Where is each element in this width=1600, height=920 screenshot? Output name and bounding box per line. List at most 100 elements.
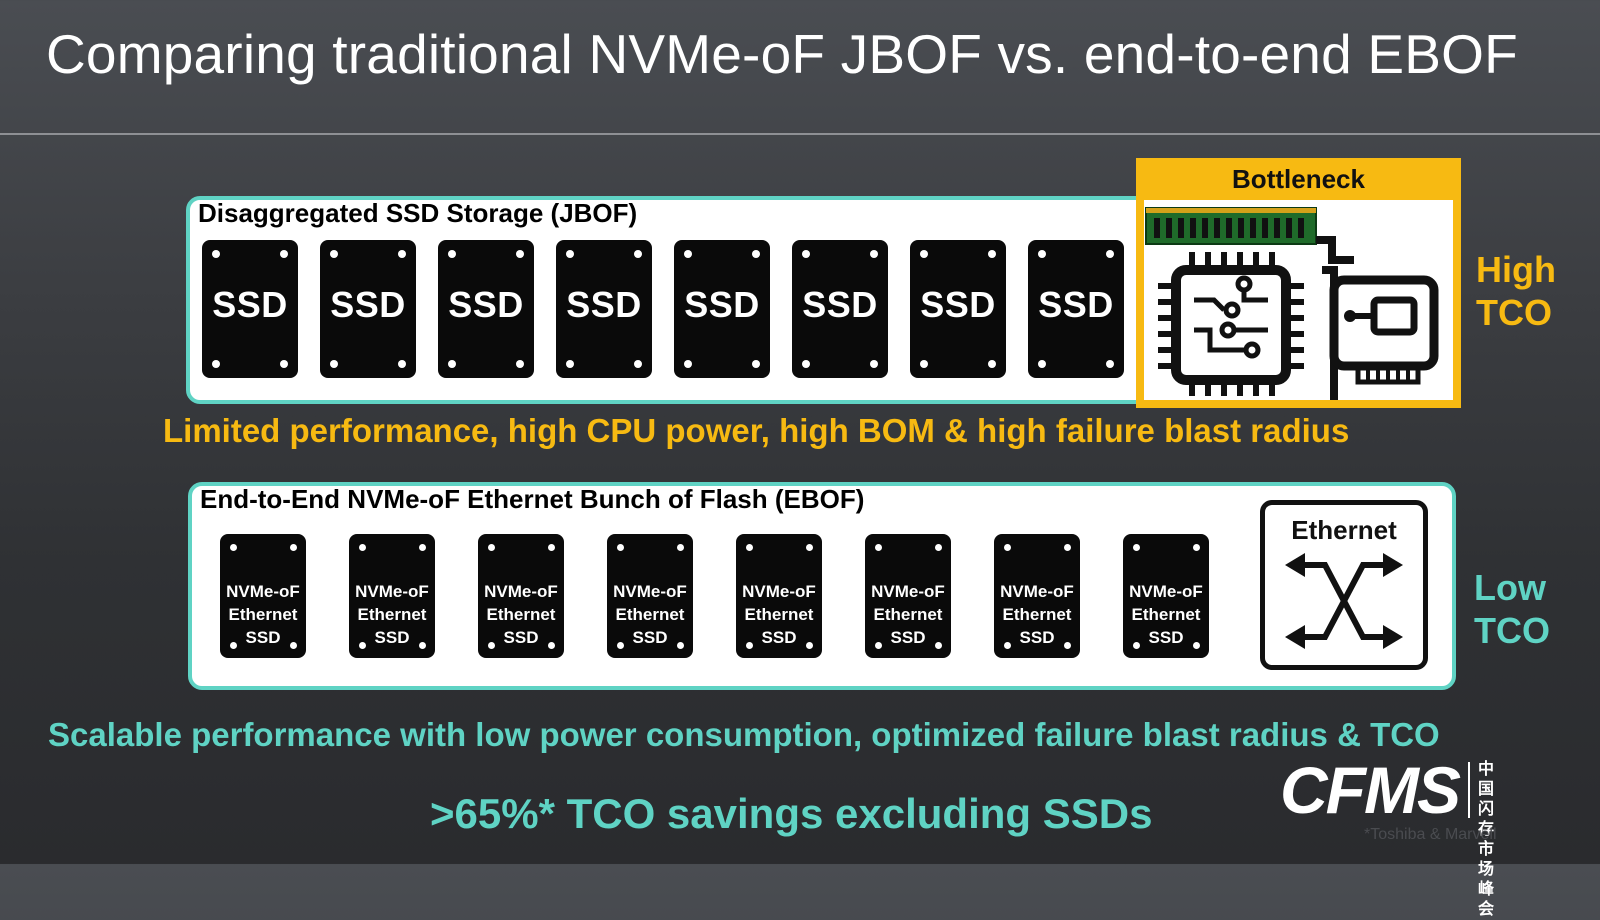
ssd-screw [1193,544,1200,551]
ssd-screw [1133,642,1140,649]
ssd-screw [634,360,642,368]
ebof-ssd-label: NVMe-oF Ethernet SSD [484,582,558,647]
ebof-panel-title: End-to-End NVMe-oF Ethernet Bunch of Fla… [200,484,865,514]
ssd-screw [752,250,760,258]
ssd-screw [1004,642,1011,649]
ethernet-switch-label: Ethernet [1291,515,1397,545]
ebof-ssd: NVMe-oF Ethernet SSD [607,534,693,658]
ssd-screw [566,250,574,258]
ebof-ssd: NVMe-oF Ethernet SSD [220,534,306,658]
jbof-ssd: SSD [438,240,534,378]
ssd-screw [212,250,220,258]
ebof-ssd: NVMe-oF Ethernet SSD [736,534,822,658]
ssd-screw [875,544,882,551]
jbof-ssd: SSD [556,240,652,378]
ssd-screw [1193,642,1200,649]
ssd-screw [516,360,524,368]
ssd-screw [684,250,692,258]
ssd-screw [1106,250,1114,258]
jbof-ssd: SSD [792,240,888,378]
ssd-screw [419,642,426,649]
ssd-screw [802,360,810,368]
ssd-screw [1038,250,1046,258]
ssd-screw [617,544,624,551]
ssd-screw [359,642,366,649]
ebof-ssd: NVMe-oF Ethernet SSD [865,534,951,658]
high-tco-label: High TCO [1476,249,1556,333]
logo-divider [1468,762,1470,818]
ssd-screw [1064,642,1071,649]
ssd-screw [935,544,942,551]
bottleneck-box: Bottleneck [1136,158,1461,408]
ssd-screw [634,250,642,258]
jbof-panel-title: Disaggregated SSD Storage (JBOF) [198,198,638,228]
ssd-screw [806,544,813,551]
ssd-screw [212,360,220,368]
ethernet-switch: Ethernet [1260,500,1428,670]
jbof-ssd-label: SSD [330,284,406,325]
jbof-ssd: SSD [674,240,770,378]
ssd-screw [752,360,760,368]
jbof-ssd: SSD [320,240,416,378]
switch-arrows-icon [1285,553,1403,649]
ssd-screw [1038,360,1046,368]
jbof-ssd-label: SSD [684,284,760,325]
ebof-ssd: NVMe-oF Ethernet SSD [349,534,435,658]
ssd-screw [988,250,996,258]
footnote: *Toshiba & Marvell [1364,826,1497,843]
ssd-screw [359,544,366,551]
ssd-screw [802,250,810,258]
ssd-screw [548,544,555,551]
ssd-screw [330,250,338,258]
ssd-screw [398,360,406,368]
ssd-screw [746,544,753,551]
jbof-summary: Limited performance, high CPU power, hig… [163,412,1350,449]
ebof-ssd-label: NVMe-oF Ethernet SSD [742,582,816,647]
ssd-screw [870,250,878,258]
ebof-summary: Scalable performance with low power cons… [48,716,1440,753]
ssd-screw [746,642,753,649]
ebof-ssd: NVMe-oF Ethernet SSD [478,534,564,658]
ssd-screw [677,544,684,551]
bottleneck-label: Bottleneck [1232,164,1365,194]
ssd-screw [330,360,338,368]
low-tco-label: Low TCO [1474,567,1550,651]
ssd-screw [935,642,942,649]
ssd-screw [920,250,928,258]
ssd-screw [684,360,692,368]
jbof-ssd: SSD [1028,240,1124,378]
ssd-screw [677,642,684,649]
ssd-screw [1064,544,1071,551]
ssd-screw [806,642,813,649]
cfms-logo-text: CFMS [1280,753,1461,827]
slide-title: Comparing traditional NVMe-oF JBOF vs. e… [46,23,1518,85]
ssd-screw [448,250,456,258]
ssd-screw [566,360,574,368]
ssd-screw [617,642,624,649]
ebof-ssd: NVMe-oF Ethernet SSD [994,534,1080,658]
ssd-screw [290,642,297,649]
ssd-screw [488,544,495,551]
ssd-screw [448,360,456,368]
memory-module-icon [1145,207,1317,245]
ebof-ssd: NVMe-oF Ethernet SSD [1123,534,1209,658]
ssd-screw [1133,544,1140,551]
ssd-screw [875,642,882,649]
ebof-ssd-label: NVMe-oF Ethernet SSD [355,582,429,647]
ssd-screw [548,642,555,649]
ebof-ssd-label: NVMe-oF Ethernet SSD [871,582,945,647]
jbof-ssd-label: SSD [212,284,288,325]
ebof-ssd-label: NVMe-oF Ethernet SSD [226,582,300,647]
ssd-screw [488,642,495,649]
ssd-screw [1106,360,1114,368]
tco-savings-statement: >65%* TCO savings excluding SSDs [430,790,1153,837]
ssd-screw [920,360,928,368]
jbof-ssd: SSD [910,240,1006,378]
jbof-ssd-label: SSD [920,284,996,325]
ssd-screw [398,250,406,258]
cpu-chip-icon [1158,252,1304,396]
ebof-ssd-label: NVMe-oF Ethernet SSD [613,582,687,647]
jbof-ssd-label: SSD [566,284,642,325]
bottleneck-inner [1144,200,1453,400]
network-card-icon [1322,266,1439,400]
